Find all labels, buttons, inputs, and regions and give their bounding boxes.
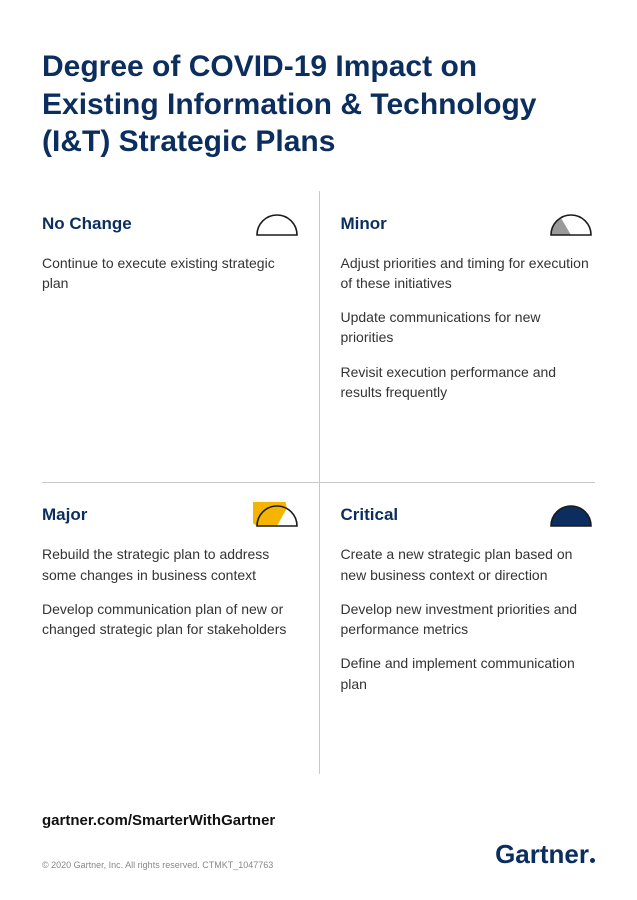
- logo-dot: [590, 858, 595, 863]
- quadrant-header: Critical: [341, 500, 596, 530]
- bullet-text: Continue to execute existing strategic p…: [42, 253, 301, 294]
- page-title: Degree of COVID-19 Impact on Existing In…: [42, 48, 595, 161]
- bullet-text: Develop new investment priorities and pe…: [341, 599, 596, 640]
- bullet-text: Define and implement communication plan: [341, 653, 596, 694]
- footer-url: gartner.com/SmarterWithGartner: [42, 812, 595, 829]
- quadrant-header: Minor: [341, 209, 596, 239]
- footer-row: © 2020 Gartner, Inc. All rights reserved…: [42, 839, 595, 870]
- quadrant-body: Continue to execute existing strategic p…: [42, 253, 301, 294]
- gauge-icon: [253, 211, 301, 237]
- quadrant-label: No Change: [42, 214, 132, 234]
- quadrant-label: Critical: [341, 505, 399, 525]
- bullet-text: Adjust priorities and timing for executi…: [341, 253, 596, 294]
- copyright-text: © 2020 Gartner, Inc. All rights reserved…: [42, 860, 273, 870]
- gauge-icon: [253, 502, 301, 528]
- quadrant-body: Adjust priorities and timing for executi…: [341, 253, 596, 403]
- impact-grid: No Change Continue to execute existing s…: [42, 191, 595, 775]
- bullet-text: Update communications for new priorities: [341, 307, 596, 348]
- infographic-page: Degree of COVID-19 Impact on Existing In…: [0, 0, 637, 900]
- bullet-text: Create a new strategic plan based on new…: [341, 544, 596, 585]
- quadrant-body: Rebuild the strategic plan to address so…: [42, 544, 301, 639]
- footer: gartner.com/SmarterWithGartner © 2020 Ga…: [42, 812, 595, 870]
- gartner-logo: Gartner: [495, 839, 595, 870]
- quadrant-label: Minor: [341, 214, 387, 234]
- bullet-text: Develop communication plan of new or cha…: [42, 599, 301, 640]
- logo-text: Gartner: [495, 839, 589, 869]
- quadrant-header: No Change: [42, 209, 301, 239]
- quadrant-critical: Critical Create a new strategic plan bas…: [319, 482, 596, 774]
- quadrant-label: Major: [42, 505, 87, 525]
- bullet-text: Rebuild the strategic plan to address so…: [42, 544, 301, 585]
- quadrant-minor: Minor Adjust priorities and timing for e…: [319, 191, 596, 483]
- quadrant-body: Create a new strategic plan based on new…: [341, 544, 596, 694]
- gauge-icon: [547, 211, 595, 237]
- gauge-icon: [547, 502, 595, 528]
- quadrant-major: Major Rebuild the strategic plan to addr…: [42, 482, 319, 774]
- bullet-text: Revisit execution performance and result…: [341, 362, 596, 403]
- quadrant-no-change: No Change Continue to execute existing s…: [42, 191, 319, 483]
- quadrant-header: Major: [42, 500, 301, 530]
